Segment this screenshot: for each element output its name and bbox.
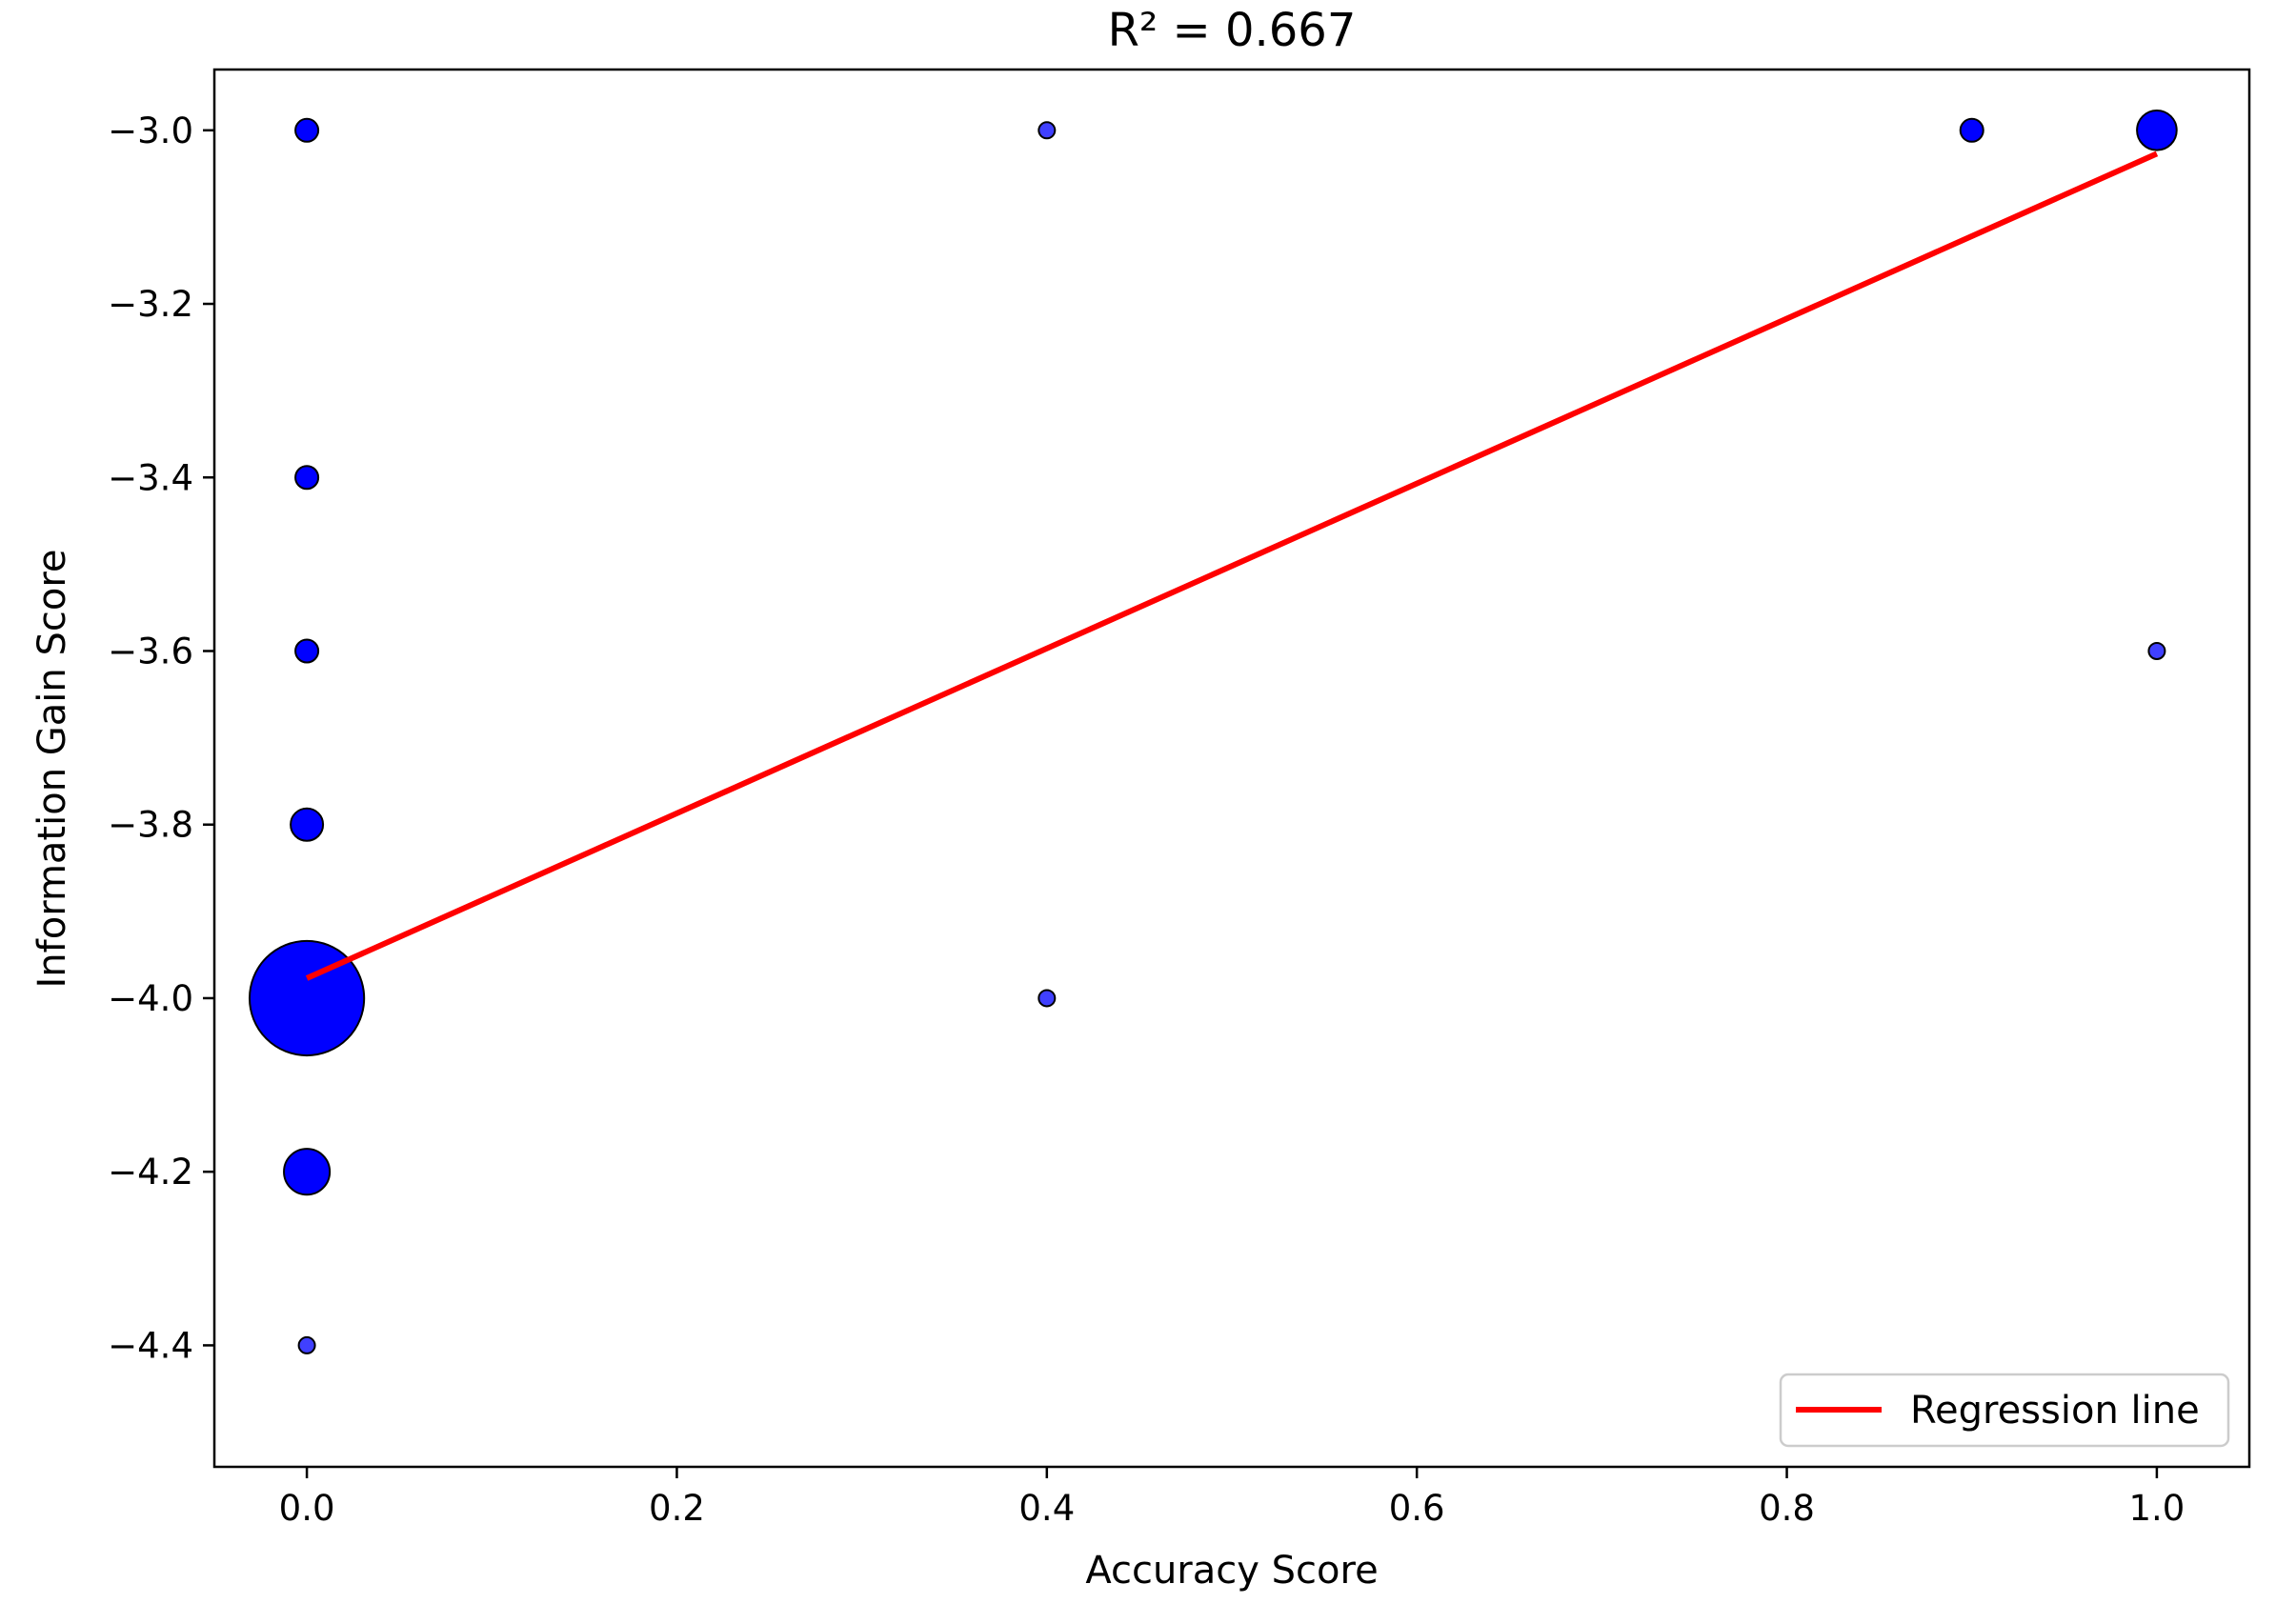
scatter-point [2147,641,2166,660]
x-tick-label: 0.2 [649,1488,705,1529]
legend-label-regression-line: Regression line [1910,1389,2200,1433]
scatter-point [294,638,320,664]
scatter-point [290,807,325,842]
x-tick-label: 0.4 [1018,1488,1075,1529]
scatter-points [248,109,2178,1354]
y-tick-label: −3.2 [108,284,193,325]
y-tick-label: −3.4 [108,457,193,498]
scatter-point [2136,109,2178,151]
scatter-point [1959,117,1984,143]
y-tick-label: −3.8 [108,805,193,846]
y-axis-label: Information Gain Score [30,550,74,989]
scatter-point [1037,121,1057,140]
y-tick-label: −3.6 [108,631,193,672]
x-axis-label: Accuracy Score [1085,1549,1378,1593]
plot-area-frame [212,68,2251,1469]
y-tick-label: −4.2 [108,1152,193,1193]
x-axis-ticks: 0.0 0.2 0.4 0.6 0.8 1.0 [279,1467,2185,1529]
y-tick-label: −4.4 [108,1325,193,1366]
regression-line [305,150,2159,981]
scatter-point [248,939,366,1057]
y-axis-ticks: −3.0 −3.2 −3.4 −3.6 −3.8 −4.0 −4.2 −4.4 [108,110,214,1366]
y-tick-label: −3.0 [108,110,193,151]
regression-line-group [305,150,2159,981]
x-tick-label: 0.8 [1759,1488,1815,1529]
legend-box [1779,1373,2230,1448]
x-tick-label: 0.0 [279,1488,335,1529]
scatter-point [294,117,320,143]
scatter-point [294,465,320,491]
scatter-point [1037,989,1057,1008]
x-tick-label: 1.0 [2128,1488,2185,1529]
legend: Regression line [1779,1373,2230,1448]
y-tick-label: −4.0 [108,978,193,1019]
scatter-point [297,1335,316,1354]
scatter-point [283,1148,332,1196]
x-tick-label: 0.6 [1389,1488,1445,1529]
chart-title: R² = 0.667 [1108,4,1357,57]
